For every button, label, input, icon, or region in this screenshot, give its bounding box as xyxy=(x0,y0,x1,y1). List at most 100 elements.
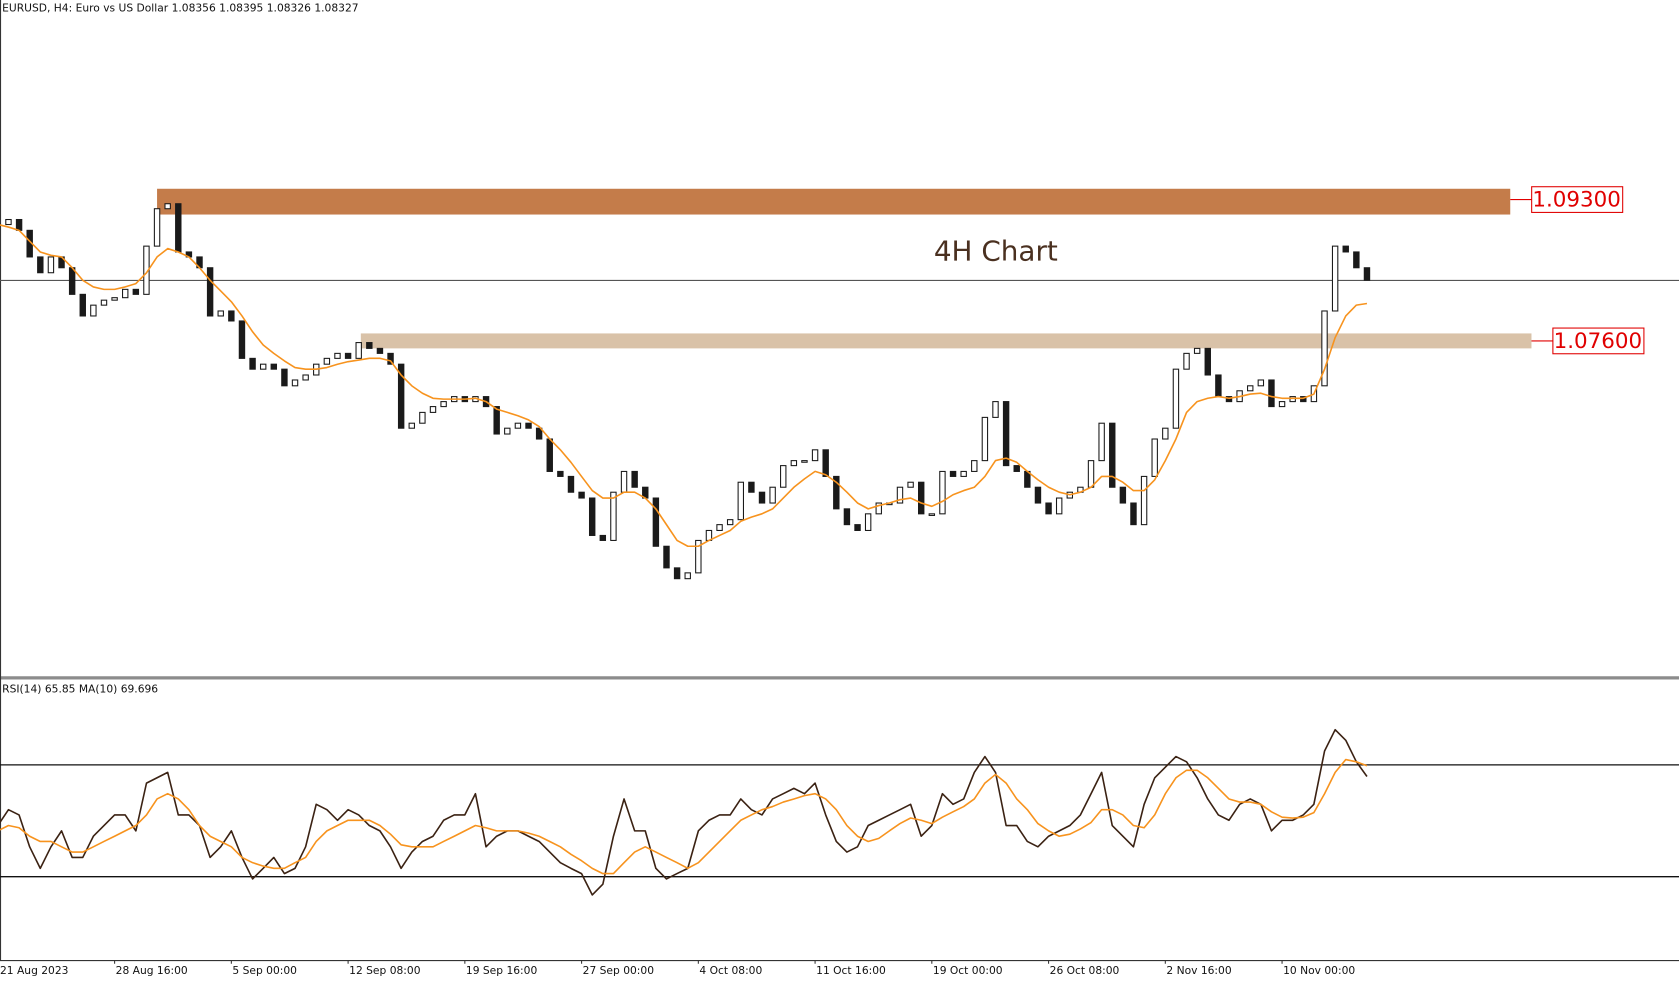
candle xyxy=(1109,422,1116,488)
candle xyxy=(949,470,957,477)
candle xyxy=(1268,379,1275,408)
candle xyxy=(525,422,532,429)
candle xyxy=(217,310,224,317)
candle xyxy=(663,545,670,569)
candle xyxy=(1045,502,1052,515)
candle xyxy=(1151,438,1158,477)
candle xyxy=(684,572,691,580)
candle xyxy=(748,481,755,493)
candle xyxy=(79,293,86,317)
candle xyxy=(588,497,596,536)
candle xyxy=(1055,497,1063,515)
candle xyxy=(854,524,861,531)
candle xyxy=(843,508,851,526)
candle xyxy=(429,406,437,413)
candle xyxy=(493,406,500,435)
candle xyxy=(971,460,978,472)
candle xyxy=(15,218,23,231)
candle xyxy=(896,486,904,504)
candle xyxy=(1193,347,1201,354)
candle xyxy=(875,502,882,515)
candle xyxy=(1289,396,1296,403)
candle xyxy=(344,352,352,359)
zone xyxy=(360,333,1532,349)
candle xyxy=(822,449,829,477)
x-tick-label: 4 Oct 08:00 xyxy=(699,964,762,977)
candle xyxy=(1119,486,1127,504)
candle xyxy=(1140,475,1148,526)
candle xyxy=(153,208,161,247)
candle xyxy=(960,470,967,477)
price-pane: 1.09300 1.07600 4H Chart xyxy=(0,186,1679,580)
rsi-header: RSI(14) 65.85 MA(10) 69.696 xyxy=(2,683,158,696)
candle xyxy=(100,299,108,306)
chart-annotation: 4H Chart xyxy=(934,235,1058,268)
candle xyxy=(1034,486,1042,504)
candle xyxy=(1162,427,1169,440)
candle xyxy=(1215,374,1222,398)
candle xyxy=(355,342,362,359)
candle xyxy=(5,218,12,226)
candle xyxy=(578,491,585,499)
rsi-line xyxy=(0,728,1368,896)
candle xyxy=(1321,310,1328,387)
candle xyxy=(1278,401,1286,408)
candle xyxy=(790,460,798,467)
x-tick-label: 19 Oct 00:00 xyxy=(933,964,1003,977)
x-tick-label: 26 Oct 08:00 xyxy=(1050,964,1120,977)
candle xyxy=(334,352,341,359)
zone-label-box xyxy=(1552,327,1645,355)
candle xyxy=(1087,460,1095,488)
x-tick-label: 28 Aug 16:00 xyxy=(116,964,188,977)
candle xyxy=(238,320,246,359)
candle xyxy=(928,513,936,516)
candle xyxy=(981,416,989,462)
candle xyxy=(918,481,925,515)
candle xyxy=(514,422,522,429)
candle xyxy=(419,411,426,424)
candle xyxy=(907,481,914,488)
candle xyxy=(1257,379,1265,387)
x-tick-label: 12 Sep 08:00 xyxy=(349,964,421,977)
candle xyxy=(249,357,256,370)
moving-average xyxy=(0,224,1368,548)
candle xyxy=(302,374,309,381)
candle xyxy=(769,486,776,504)
candle xyxy=(1247,385,1254,392)
candle xyxy=(992,401,999,418)
candle xyxy=(1300,396,1307,403)
candle xyxy=(175,203,182,253)
symbol-header: EURUSD, H4: Euro vs US Dollar 1.08356 1.… xyxy=(2,2,358,15)
candle xyxy=(599,534,607,541)
candle xyxy=(132,288,140,295)
candle xyxy=(567,475,575,493)
x-tick-label: 2 Nov 16:00 xyxy=(1166,964,1231,977)
candle xyxy=(366,342,373,349)
candle xyxy=(291,379,299,387)
zone-label: 1.09300 xyxy=(1532,188,1621,213)
candle xyxy=(1183,352,1190,370)
candle xyxy=(726,519,734,526)
candle xyxy=(47,256,55,274)
x-tick-label: 27 Sep 00:00 xyxy=(583,964,655,977)
candle xyxy=(228,310,235,322)
candle xyxy=(397,363,405,429)
candle xyxy=(1331,245,1339,312)
zone xyxy=(157,188,1511,215)
candle xyxy=(408,422,415,429)
x-tick-label: 5 Sep 00:00 xyxy=(232,964,297,977)
candle xyxy=(546,438,553,472)
candle xyxy=(376,347,384,354)
candle xyxy=(939,470,946,515)
candle xyxy=(811,449,819,462)
candle xyxy=(259,363,267,370)
candle xyxy=(387,352,394,365)
candle xyxy=(1363,267,1371,281)
candle xyxy=(780,465,787,488)
candle xyxy=(206,267,214,317)
candle xyxy=(1342,245,1349,253)
candle xyxy=(631,470,638,488)
candle xyxy=(90,304,97,317)
candle xyxy=(37,256,44,274)
candle xyxy=(737,481,744,521)
